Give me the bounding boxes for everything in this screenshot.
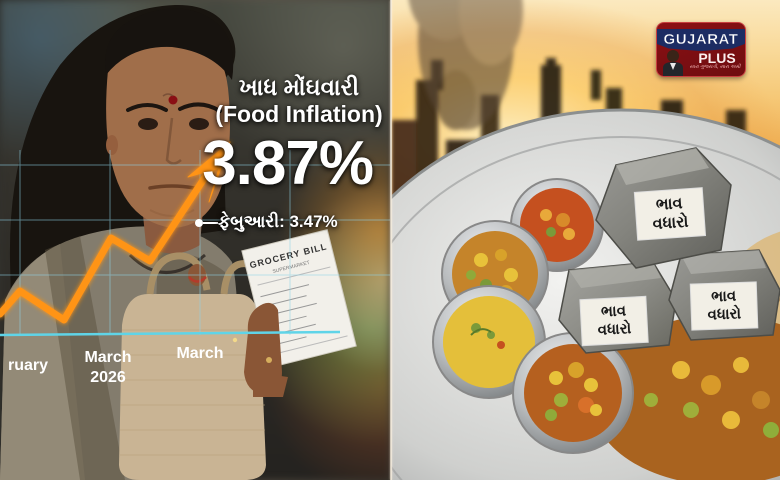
svg-text:ruary: ruary [8, 357, 48, 374]
svg-text:વધારો: વધારો [597, 318, 632, 339]
svg-text:ભાવ: ભાવ [601, 302, 628, 320]
svg-text:ભાવ: ભાવ [655, 195, 683, 214]
svg-text:વધારો: વધારો [707, 303, 741, 323]
svg-text:March: March [176, 345, 223, 362]
svg-text:2026: 2026 [90, 369, 126, 386]
svg-text:March: March [84, 349, 131, 366]
svg-text:ભાવ: ભાવ [711, 288, 737, 306]
